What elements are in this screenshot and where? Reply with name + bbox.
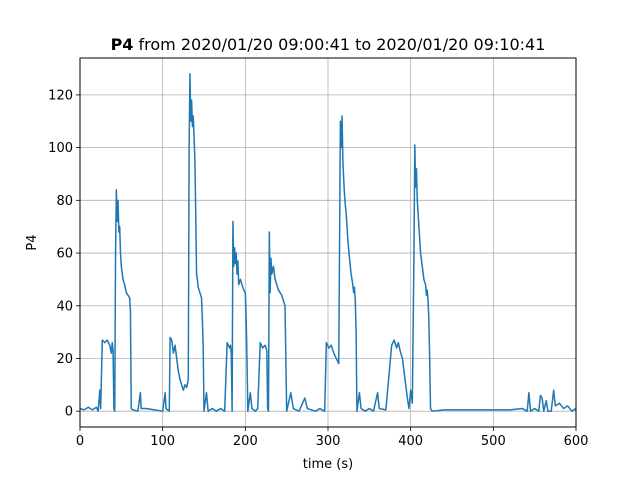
x-tick-label: 100 (150, 434, 175, 449)
y-tick-label: 20 (56, 352, 73, 367)
y-tick-label: 40 (56, 299, 73, 314)
x-tick-label: 300 (316, 434, 341, 449)
y-axis-label: P4 (25, 234, 40, 250)
chart-title: P4 from 2020/01/20 09:00:41 to 2020/01/2… (111, 35, 546, 54)
ticks: 0 100 200 300 400 500 600 0 20 40 60 80 100 120 (48, 88, 588, 449)
chart-title-rest: from 2020/01/20 09:00:41 to 2020/01/20 0… (133, 35, 545, 54)
plot-area (79, 73, 577, 412)
x-tick-label: 200 (233, 434, 258, 449)
y-tick-label: 80 (56, 194, 73, 209)
x-tick-label: 600 (564, 434, 589, 449)
series-line-0 (79, 73, 577, 412)
y-tick-label: 100 (48, 141, 73, 156)
y-tick-label: 120 (48, 88, 73, 103)
chart-title-bold: P4 (111, 35, 134, 54)
y-tick-label: 0 (65, 405, 73, 420)
y-tick-label: 60 (56, 247, 73, 262)
x-tick-label: 0 (76, 434, 84, 449)
x-tick-label: 500 (481, 434, 506, 449)
x-tick-label: 400 (398, 434, 423, 449)
axes-frame (79, 57, 577, 428)
x-axis-label: time (s) (303, 457, 353, 472)
